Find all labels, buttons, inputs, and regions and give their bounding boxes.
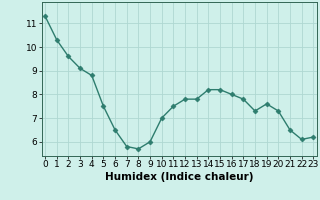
X-axis label: Humidex (Indice chaleur): Humidex (Indice chaleur)	[105, 172, 253, 182]
